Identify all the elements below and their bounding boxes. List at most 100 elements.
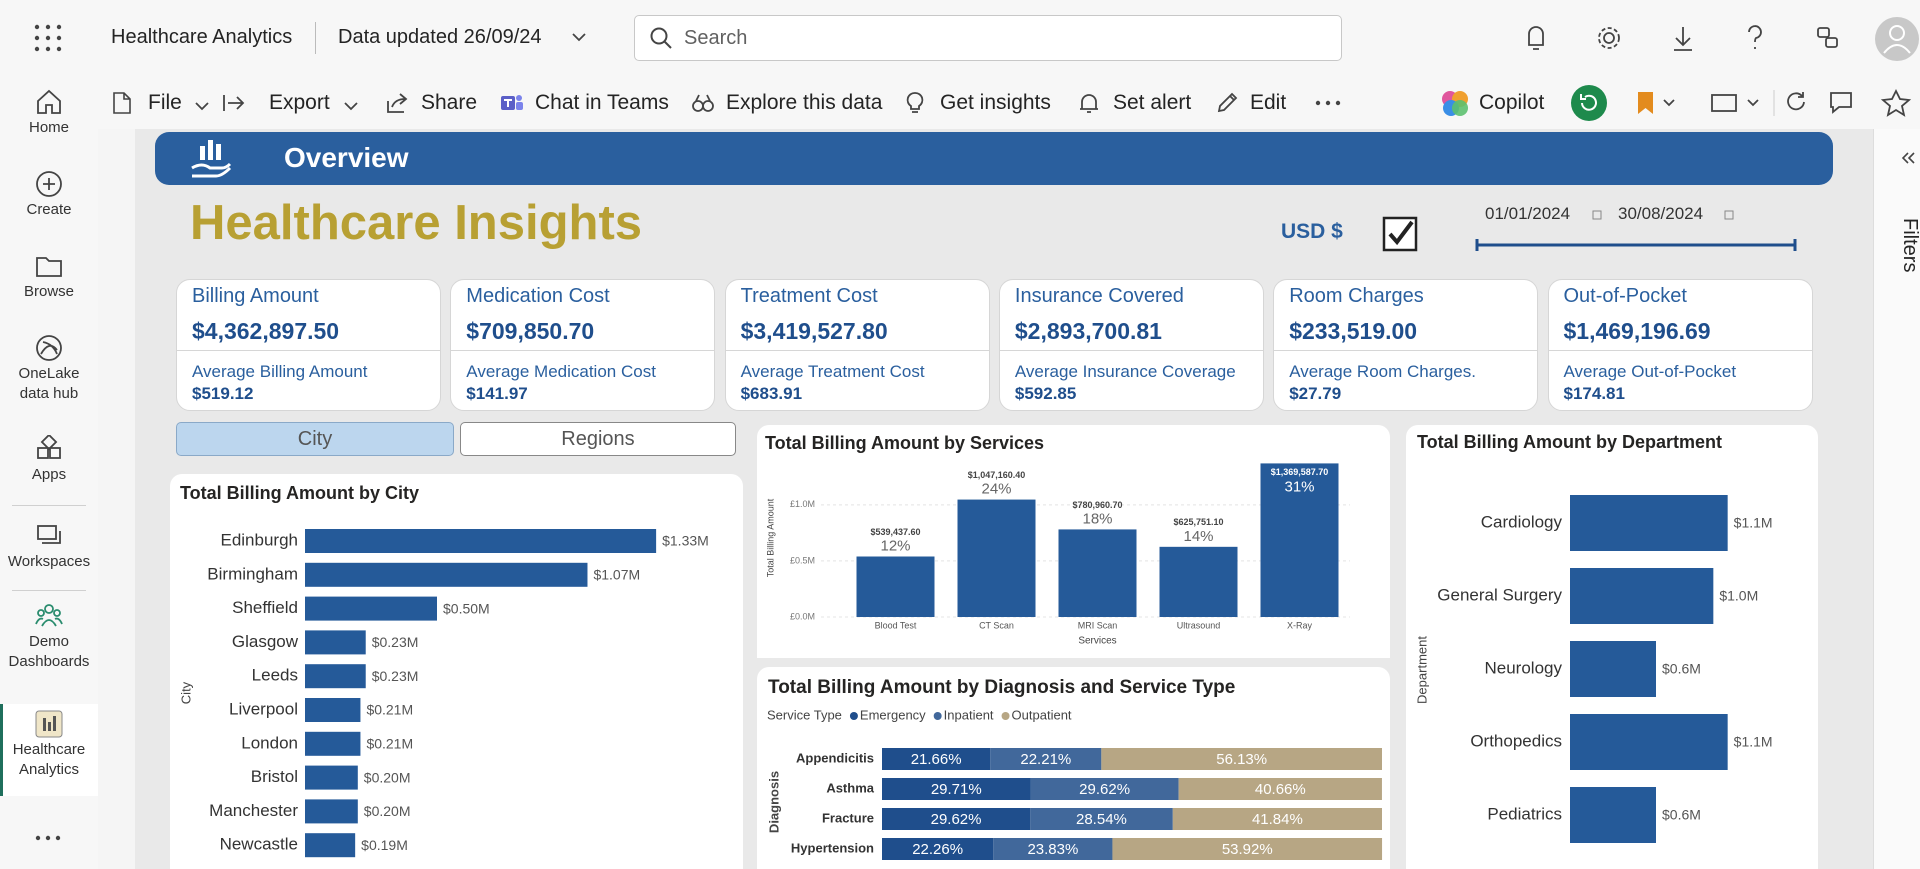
nav-label[interactable]: OneLake data hub bbox=[18, 365, 80, 402]
app-launcher[interactable] bbox=[34, 24, 62, 52]
toolbar-button[interactable]: Share bbox=[421, 91, 478, 114]
kpi-divider bbox=[451, 350, 715, 351]
icon-part bbox=[34, 35, 40, 41]
filters-label[interactable]: Filters bbox=[1899, 218, 1920, 273]
toolbar-icon bbox=[500, 91, 524, 120]
avatar[interactable] bbox=[1874, 16, 1920, 62]
chevron bbox=[572, 33, 586, 42]
y-tick-label: Neurology bbox=[1485, 658, 1563, 677]
toolbar-button[interactable]: Set alert bbox=[1113, 91, 1192, 114]
nav-more[interactable] bbox=[34, 833, 62, 843]
data-label: 22.21% bbox=[1020, 751, 1071, 768]
y-axis-title: Department bbox=[1414, 636, 1429, 704]
nav-label[interactable]: Healthcare Analytics bbox=[12, 741, 86, 778]
toggle-button[interactable]: City bbox=[176, 422, 454, 456]
top-icons bbox=[1528, 25, 1838, 51]
nav-label[interactable]: Apps bbox=[31, 466, 67, 483]
data-label: $539,437.60 bbox=[870, 527, 920, 537]
nav-divider bbox=[12, 590, 86, 591]
icon-part bbox=[34, 46, 40, 52]
bookmark-icon[interactable] bbox=[1638, 92, 1653, 114]
favorite-icon[interactable] bbox=[1880, 88, 1912, 117]
toolbar-button[interactable]: File bbox=[148, 91, 182, 114]
data-label: 40.66% bbox=[1255, 781, 1306, 798]
nav-item[interactable]: Browse bbox=[0, 246, 98, 318]
nav-label[interactable]: Create bbox=[26, 201, 72, 218]
help-icon[interactable] bbox=[1748, 25, 1762, 49]
nav-label[interactable]: Workspaces bbox=[7, 553, 91, 570]
nav-label[interactable]: Home bbox=[28, 119, 69, 136]
nav-icon bbox=[35, 710, 63, 743]
bar-segment bbox=[1172, 808, 1382, 830]
currency-checkbox[interactable] bbox=[1382, 216, 1418, 252]
toolbar-more[interactable] bbox=[1314, 98, 1342, 108]
icon-part bbox=[35, 617, 63, 627]
icon-part bbox=[43, 178, 55, 190]
date-start[interactable]: 01/01/2024 bbox=[1485, 204, 1571, 223]
nav-label[interactable]: Browse bbox=[23, 283, 75, 300]
filters-pane[interactable] bbox=[1873, 129, 1920, 869]
icon-part bbox=[1452, 100, 1468, 116]
bar-segment bbox=[1030, 808, 1173, 830]
data-label: 56.13% bbox=[1216, 751, 1267, 768]
icon-part bbox=[113, 92, 131, 114]
chart-card: Total Billing Amount by Department Depart… bbox=[1406, 425, 1818, 869]
data-label: $780,960.70 bbox=[1072, 500, 1122, 510]
nav-item[interactable]: Demo Dashboards bbox=[0, 596, 98, 670]
icon-part bbox=[34, 24, 40, 30]
x-tick-label: CT Scan bbox=[979, 620, 1014, 630]
data-updated[interactable]: Data updated 26/09/24 bbox=[338, 26, 542, 48]
legend-marker bbox=[1001, 712, 1010, 720]
nav-item[interactable]: Healthcare Analytics bbox=[0, 704, 98, 796]
data-label: 29.62% bbox=[1079, 781, 1130, 798]
kpi-divider bbox=[1548, 350, 1812, 351]
y-tick-label: Bristol bbox=[251, 767, 298, 786]
nav-item[interactable]: Workspaces bbox=[0, 516, 98, 588]
kpi-divider bbox=[725, 350, 989, 351]
toolbar-button[interactable]: Chat in Teams bbox=[535, 91, 669, 114]
settings-icon[interactable] bbox=[1603, 32, 1615, 44]
toolbar-button[interactable]: Get insights bbox=[940, 91, 1051, 114]
banner-title: Overview bbox=[284, 142, 409, 173]
data-label: $1.1M bbox=[1734, 515, 1773, 531]
toolbar-button[interactable]: Export bbox=[269, 91, 330, 114]
toolbar-button[interactable]: Explore this data bbox=[726, 91, 883, 114]
data-label: 23.83% bbox=[1027, 841, 1078, 858]
y-tick-label: General Surgery bbox=[1437, 585, 1562, 604]
refresh-icon[interactable] bbox=[1787, 92, 1805, 111]
icon-part bbox=[48, 722, 51, 731]
collapse-icon[interactable] bbox=[1900, 150, 1916, 166]
y-tick-label: Asthma bbox=[826, 780, 874, 795]
y-tick-label: Newcastle bbox=[220, 835, 298, 854]
nav-item[interactable]: Create bbox=[0, 164, 98, 236]
y-axis-title: Total Billing Amount bbox=[765, 498, 775, 577]
search-box[interactable] bbox=[634, 15, 1342, 61]
nav-item[interactable]: Home bbox=[0, 82, 98, 154]
comment-icon[interactable] bbox=[1830, 92, 1852, 114]
icon-part bbox=[44, 604, 54, 614]
toolbar-button[interactable]: Edit bbox=[1250, 91, 1287, 114]
kpi-divider bbox=[999, 350, 1263, 351]
view-icon[interactable] bbox=[1711, 94, 1737, 112]
reset-icon[interactable] bbox=[1571, 85, 1607, 121]
copilot-button[interactable]: Copilot bbox=[1479, 91, 1545, 114]
bell-icon[interactable] bbox=[1528, 26, 1544, 50]
percent-label: 12% bbox=[880, 537, 910, 554]
app-name[interactable]: Healthcare Analytics bbox=[111, 26, 293, 48]
kpi-avg-label: Average Out-of-Pocket bbox=[1563, 362, 1737, 381]
download-icon[interactable] bbox=[1674, 27, 1692, 51]
currency-label: USD $ bbox=[1281, 220, 1343, 243]
data-label: 41.84% bbox=[1252, 811, 1303, 828]
bar bbox=[305, 562, 588, 587]
y-tick-label: Orthopedics bbox=[1470, 731, 1562, 750]
date-slider[interactable] bbox=[1472, 236, 1802, 254]
icon-part bbox=[35, 835, 41, 841]
date-end[interactable]: 30/08/2024 bbox=[1618, 204, 1704, 223]
toggle-button[interactable]: Regions bbox=[460, 422, 736, 456]
nav-item[interactable]: Apps bbox=[0, 429, 98, 501]
icon-part bbox=[1335, 100, 1341, 106]
nav-label[interactable]: Demo Dashboards bbox=[8, 633, 90, 670]
kpi-card: Room Charges $233,519.00 Average Room Char… bbox=[1273, 279, 1539, 411]
nav-item[interactable]: OneLake data hub bbox=[0, 328, 98, 402]
feedback-icon[interactable] bbox=[1817, 27, 1830, 38]
